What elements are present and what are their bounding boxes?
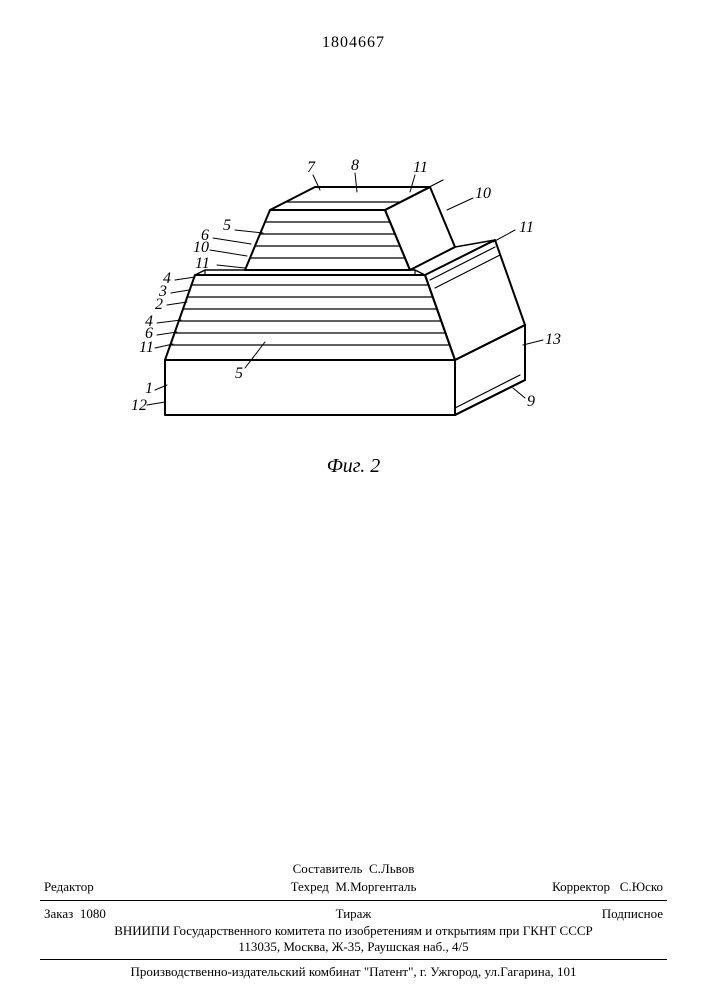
techred-name: М.Моргенталь — [335, 879, 416, 894]
figure-label-9: 9 — [527, 393, 535, 410]
figure-label-4b: 4 — [163, 270, 171, 287]
org-line-2: 113035, Москва, Ж-35, Раушская наб., 4/5 — [40, 939, 667, 955]
figure-label-7: 7 — [307, 159, 316, 176]
divider-1 — [40, 900, 667, 901]
compiler-label: Составитель — [293, 861, 363, 876]
corrector-label: Корректор — [552, 879, 610, 894]
figure-label-11d: 11 — [519, 219, 534, 236]
figure-label-10b: 10 — [475, 185, 491, 202]
podpisnoe: Подписное — [602, 906, 663, 921]
figure-label-12: 12 — [131, 397, 147, 414]
credits-row-1: Составитель С.Львов Редактор Техред М.Мо… — [40, 860, 667, 896]
techred-label: Техред — [291, 879, 329, 894]
org-line-1: ВНИИПИ Государственного комитета по изоб… — [40, 923, 667, 939]
figure-label-5b: 5 — [235, 365, 243, 382]
document-number: 1804667 — [0, 34, 707, 52]
figure-label-8: 8 — [351, 157, 359, 174]
figure-label-1: 1 — [145, 380, 153, 397]
order-label: Заказ — [44, 906, 73, 921]
printer-line: Производственно-издательский комбинат "П… — [40, 964, 667, 980]
credits-row-2: Заказ 1080 Тираж Подписное — [40, 905, 667, 923]
corrector-name: С.Юско — [620, 879, 663, 894]
figure-label-11c: 11 — [413, 159, 428, 176]
figure-label-5a: 5 — [223, 217, 231, 234]
order-no: 1080 — [80, 906, 106, 921]
figure-label-13: 13 — [545, 331, 561, 348]
tirazh-label: Тираж — [336, 906, 372, 921]
footer: Составитель С.Львов Редактор Техред М.Мо… — [40, 860, 667, 980]
editor-label: Редактор — [44, 879, 94, 894]
figure: 1 12 11 6 4 2 3 4 11 10 5 6 7 8 11 10 11… — [95, 130, 595, 470]
figure-label-4a: 4 — [145, 313, 153, 330]
compiler-name: С.Львов — [369, 861, 414, 876]
divider-2 — [40, 959, 667, 960]
page: 1804667 — [0, 0, 707, 1000]
figure-caption: Фиг. 2 — [0, 455, 707, 478]
figure-label-6b: 6 — [201, 227, 209, 244]
figure-label-11b: 11 — [195, 255, 210, 272]
